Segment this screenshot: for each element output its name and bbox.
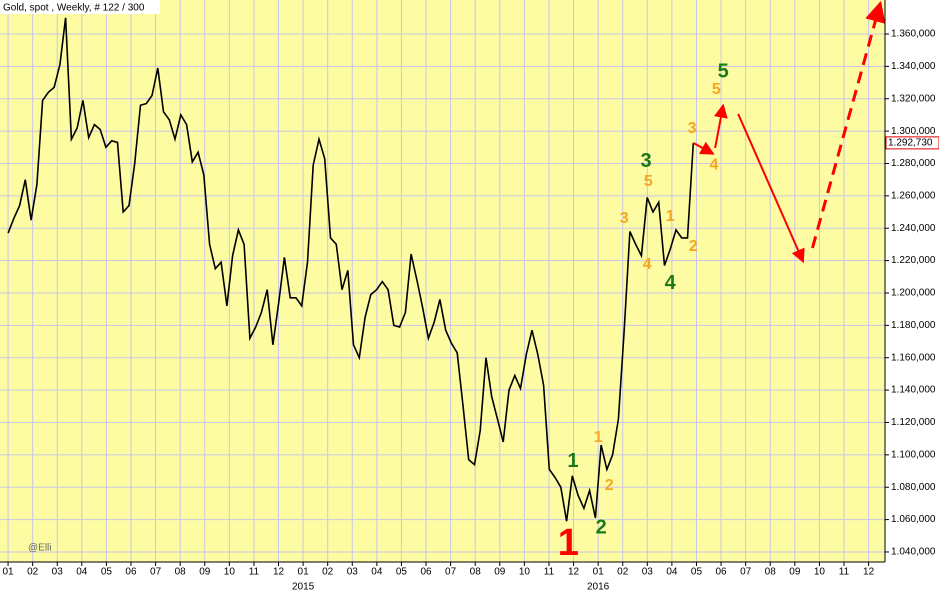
x-tick-label: 11 — [249, 567, 260, 578]
wave-label: 4 — [710, 156, 719, 173]
projection-arrow — [811, 0, 886, 249]
x-tick-label: 05 — [396, 567, 408, 578]
x-tick-label: 06 — [716, 567, 728, 578]
x-tick-label: 08 — [470, 567, 482, 578]
wave-label: 2 — [689, 238, 698, 255]
y-tick-label: 1.180,000 — [891, 320, 936, 331]
wave-label: 5 — [644, 173, 653, 190]
x-tick-label: 03 — [52, 567, 64, 578]
x-tick-label: 09 — [494, 567, 506, 578]
projection-arrow — [713, 103, 728, 149]
x-tick-label: 11 — [544, 567, 555, 578]
y-tick-label: 1.340,000 — [891, 61, 936, 72]
projection-arrow — [692, 141, 715, 155]
x-tick-label: 04 — [76, 567, 88, 578]
last-price-box — [885, 136, 939, 150]
y-tick-label: 1.160,000 — [891, 352, 936, 363]
y-tick-label: 1.060,000 — [891, 514, 936, 525]
x-tick-label: 02 — [617, 567, 629, 578]
year-label: 2016 — [587, 582, 610, 593]
x-tick-label: 01 — [593, 567, 605, 578]
chart-title: Gold, spot , Weekly, # 122 / 300 — [3, 3, 145, 14]
y-tick-label: 1.040,000 — [891, 547, 936, 558]
x-tick-label: 06 — [420, 567, 432, 578]
wave-label: 1 — [666, 208, 675, 225]
last-price-label: 1.292,730 — [888, 138, 933, 149]
wave-label: 4 — [665, 272, 677, 294]
x-tick-label: 07 — [740, 567, 752, 578]
wave-label: 3 — [620, 210, 629, 227]
x-tick-label: 03 — [642, 567, 654, 578]
x-tick-label: 12 — [568, 567, 580, 578]
y-tick-label: 1.260,000 — [891, 190, 936, 201]
wave-label: 1 — [594, 429, 603, 446]
x-tick-label: 09 — [789, 567, 801, 578]
projection-arrow — [737, 113, 805, 264]
y-tick-label: 1.300,000 — [891, 126, 936, 137]
price-line — [7, 17, 695, 522]
year-label: 2015 — [292, 582, 315, 593]
wave-label: 2 — [605, 477, 614, 494]
y-tick-label: 1.200,000 — [891, 288, 936, 299]
wave-label: 3 — [688, 120, 697, 137]
wave-label: 4 — [643, 256, 652, 273]
x-tick-label: 07 — [445, 567, 457, 578]
x-tick-label: 04 — [371, 567, 383, 578]
x-tick-label: 05 — [101, 567, 113, 578]
x-tick-label: 12 — [863, 567, 875, 578]
x-tick-label: 09 — [199, 567, 211, 578]
title-bg — [0, 0, 160, 14]
wave-label: 5 — [712, 81, 721, 98]
wave-label: 1 — [567, 450, 578, 472]
x-tick-label: 01 — [2, 567, 14, 578]
y-tick-label: 1.280,000 — [891, 158, 936, 169]
x-tick-label: 11 — [839, 567, 850, 578]
x-tick-label: 04 — [666, 567, 678, 578]
y-tick-label: 1.220,000 — [891, 255, 936, 266]
x-tick-label: 07 — [150, 567, 162, 578]
x-tick-label: 05 — [691, 567, 703, 578]
wave-label: 2 — [596, 516, 607, 538]
x-tick-label: 02 — [322, 567, 334, 578]
y-tick-label: 1.240,000 — [891, 223, 936, 234]
wave-label: 1 — [558, 522, 579, 564]
x-tick-label: 01 — [298, 567, 310, 578]
x-tick-label: 10 — [224, 567, 236, 578]
x-tick-label: 12 — [273, 567, 285, 578]
y-tick-label: 1.080,000 — [891, 482, 936, 493]
wave-label: 3 — [640, 150, 651, 172]
plot-area — [0, 0, 885, 562]
x-tick-label: 10 — [519, 567, 531, 578]
y-tick-label: 1.360,000 — [891, 29, 936, 40]
y-tick-label: 1.120,000 — [891, 417, 936, 428]
x-tick-label: 08 — [765, 567, 777, 578]
y-tick-label: 1.140,000 — [891, 385, 936, 396]
y-tick-label: 1.320,000 — [891, 93, 936, 104]
x-tick-label: 06 — [125, 567, 137, 578]
y-tick-label: 1.100,000 — [891, 449, 936, 460]
x-tick-label: 02 — [27, 567, 39, 578]
x-tick-label: 03 — [347, 567, 359, 578]
x-tick-label: 10 — [814, 567, 826, 578]
wave-label: 5 — [718, 60, 729, 82]
watermark: @Elli — [28, 543, 52, 554]
x-tick-label: 08 — [175, 567, 187, 578]
